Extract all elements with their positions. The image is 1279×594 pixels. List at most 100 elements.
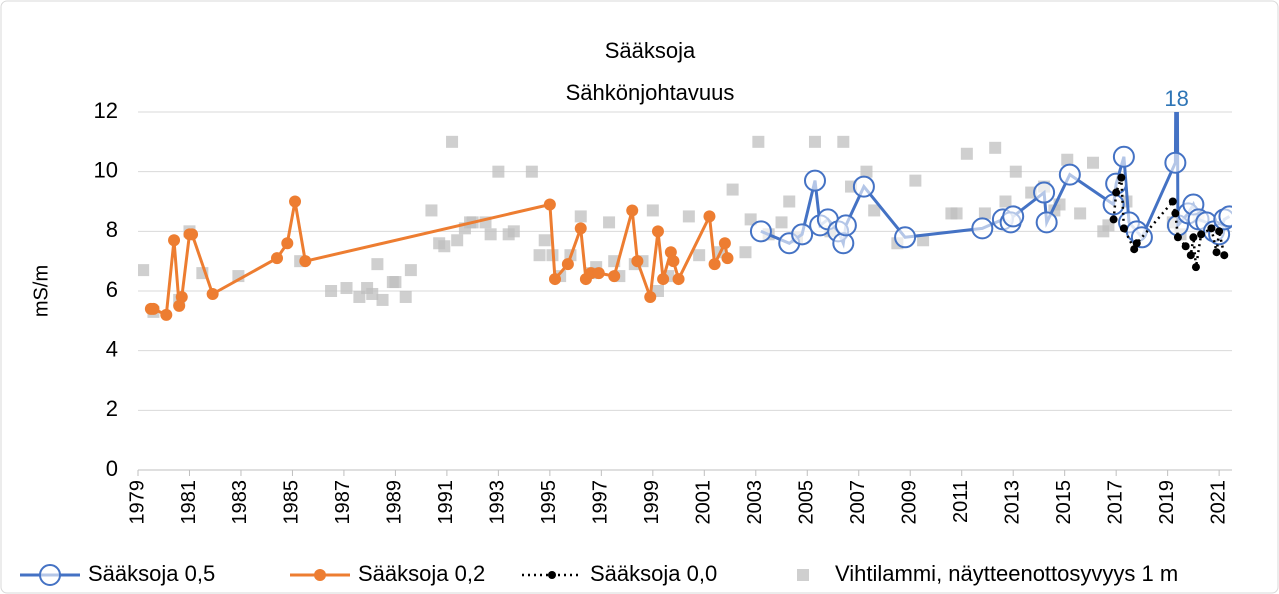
square-marker bbox=[726, 183, 739, 196]
circle-marker bbox=[561, 258, 574, 271]
square-marker bbox=[340, 282, 353, 295]
x-tick-label: 1993 bbox=[487, 480, 509, 525]
square-marker bbox=[868, 204, 881, 217]
circle-marker bbox=[626, 204, 639, 217]
square-marker bbox=[603, 216, 616, 229]
square-marker bbox=[533, 249, 546, 262]
square-marker bbox=[484, 228, 497, 241]
circle-marker bbox=[672, 273, 685, 286]
x-tick-label: 1989 bbox=[384, 480, 406, 525]
dot-marker bbox=[1132, 239, 1141, 248]
legend-label: Sääksoja 0,5 bbox=[88, 561, 215, 586]
circle-marker bbox=[186, 228, 199, 241]
y-tick-label: 6 bbox=[106, 277, 118, 302]
circle-marker bbox=[574, 222, 587, 235]
circle-marker bbox=[147, 302, 160, 315]
square-marker bbox=[371, 258, 384, 271]
square-marker bbox=[989, 141, 1002, 154]
dot-marker bbox=[1112, 188, 1121, 197]
open-circle-marker bbox=[1112, 145, 1135, 168]
circle-marker bbox=[206, 287, 219, 300]
x-tick-label: 1985 bbox=[281, 480, 303, 525]
chart-subtitle: Sähkönjohtavuus bbox=[566, 80, 735, 105]
legend-label: Vihtilammi, näytteenottosyvyys 1 m bbox=[835, 561, 1178, 586]
circle-marker bbox=[271, 252, 284, 265]
open-circle-marker bbox=[1035, 211, 1058, 234]
square-marker bbox=[917, 234, 930, 247]
open-circle-marker bbox=[852, 175, 875, 198]
square-marker bbox=[909, 174, 922, 187]
circle-marker bbox=[703, 210, 716, 223]
open-circle-marker bbox=[39, 564, 61, 586]
circle-marker bbox=[708, 258, 721, 271]
x-tick-label: 2021 bbox=[1207, 480, 1229, 525]
circle-marker bbox=[175, 290, 188, 303]
circle-marker bbox=[721, 252, 734, 265]
circle-marker bbox=[289, 195, 302, 208]
x-tick-label: 2013 bbox=[1001, 480, 1023, 525]
x-tick-label: 2007 bbox=[847, 480, 869, 525]
square-marker bbox=[1074, 207, 1087, 220]
square-marker bbox=[744, 213, 757, 226]
x-tick-label: 2011 bbox=[950, 480, 972, 523]
square-marker bbox=[492, 165, 505, 178]
square-marker bbox=[389, 276, 402, 289]
x-tick-label: 2019 bbox=[1156, 480, 1178, 525]
x-tick-label: 1997 bbox=[590, 480, 612, 525]
circle-marker bbox=[314, 569, 326, 581]
x-tick-label: 2005 bbox=[796, 480, 818, 525]
square-marker bbox=[860, 165, 873, 178]
y-tick-label: 8 bbox=[106, 217, 118, 242]
dot-marker bbox=[1197, 230, 1206, 239]
square-marker bbox=[425, 204, 438, 217]
square-marker bbox=[837, 135, 850, 148]
square-marker bbox=[999, 195, 1012, 208]
circle-marker bbox=[657, 273, 670, 286]
square-marker bbox=[693, 249, 706, 262]
x-tick-label: 2001 bbox=[693, 480, 715, 525]
chart-title: Sääksoja bbox=[605, 38, 696, 63]
open-circle-marker bbox=[803, 169, 826, 192]
dot-marker bbox=[1109, 215, 1118, 224]
circle-marker bbox=[168, 234, 181, 247]
dot-marker bbox=[1171, 209, 1180, 218]
dot-marker bbox=[1207, 224, 1216, 233]
open-circle-marker bbox=[971, 217, 994, 240]
dot-marker bbox=[1186, 251, 1195, 260]
square-marker bbox=[682, 210, 695, 223]
open-circle-marker bbox=[1002, 205, 1025, 228]
data-label: 18 bbox=[1164, 86, 1188, 111]
x-tick-label: 1995 bbox=[538, 480, 560, 525]
open-circle-marker bbox=[791, 223, 814, 246]
circle-marker bbox=[160, 308, 173, 321]
legend-label: Sääksoja 0,0 bbox=[590, 561, 717, 586]
dot-marker bbox=[1117, 173, 1126, 182]
x-tick-label: 1991 bbox=[435, 480, 457, 525]
x-tick-label: 2017 bbox=[1104, 480, 1126, 525]
open-circle-marker bbox=[1218, 205, 1232, 228]
dot-marker bbox=[1189, 233, 1198, 242]
square-marker bbox=[775, 216, 788, 229]
square-marker bbox=[451, 234, 464, 247]
square-marker bbox=[446, 135, 459, 148]
square-marker bbox=[507, 225, 520, 238]
square-marker bbox=[1086, 156, 1099, 169]
square-marker bbox=[783, 195, 796, 208]
circle-marker bbox=[644, 290, 657, 303]
circle-marker bbox=[718, 237, 731, 250]
legend-label: Sääksoja 0,2 bbox=[358, 561, 485, 586]
circle-marker bbox=[631, 255, 644, 268]
square-marker bbox=[399, 290, 412, 303]
square-marker bbox=[808, 135, 821, 148]
x-tick-label: 2015 bbox=[1053, 480, 1075, 525]
circle-marker bbox=[549, 273, 562, 286]
x-tick-label: 1999 bbox=[641, 480, 663, 525]
square-marker bbox=[138, 264, 150, 277]
square-marker bbox=[960, 147, 973, 160]
dot-marker bbox=[1181, 242, 1190, 251]
x-tick-label: 1983 bbox=[229, 480, 251, 525]
circle-marker bbox=[299, 255, 312, 268]
dot-marker bbox=[1130, 245, 1139, 254]
